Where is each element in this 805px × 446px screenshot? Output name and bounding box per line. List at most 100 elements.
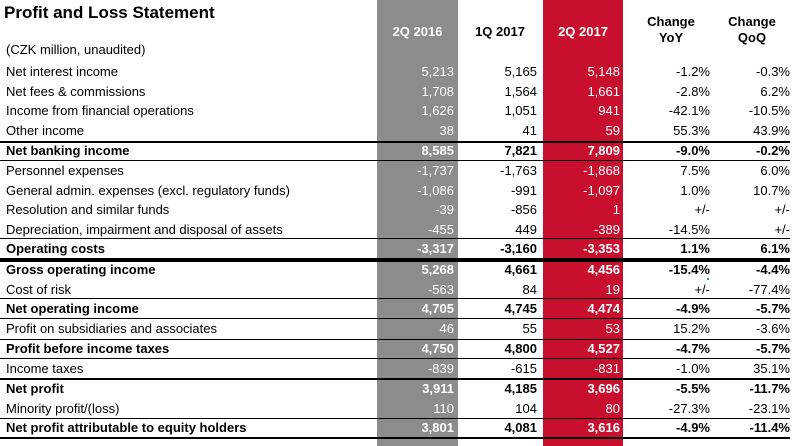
table-row: Other income 38 41 59 55.3% 43.9% (0, 121, 805, 141)
row-separator (0, 339, 790, 340)
cell-change-qoq: -77.4% (748, 281, 790, 297)
header-change-yoy-line1: Change (647, 14, 695, 29)
cell-2q2017: -831 (593, 360, 620, 376)
cell-1q2017: 1,051 (504, 103, 537, 118)
units-subtitle: (CZK million, unaudited) (6, 42, 146, 57)
cell-1q2017: 4,081 (504, 420, 537, 435)
row-label: Net banking income (6, 143, 130, 158)
row-label: Profit on subsidiaries and associates (6, 321, 218, 336)
cell-2q2016: -839 (427, 360, 454, 376)
row-separator (0, 358, 790, 359)
column-2q2016-background (377, 0, 458, 446)
cell-2q2017: 59 (605, 122, 620, 138)
cell-2q2017: -3,353 (583, 241, 620, 256)
cell-change-yoy: -1.2% (676, 64, 710, 79)
cell-2q2016: 110 (433, 400, 454, 416)
table-row: Minority profit/(loss) 110 104 80 -27.3% -23.… (0, 399, 805, 419)
row-label: Personnel expenses (6, 163, 124, 178)
column-2q2017-background (543, 0, 623, 446)
row-label: Net fees & commissions (6, 83, 146, 99)
table-row: Cost of risk -563 84 19 +/- -77.4% (0, 280, 805, 300)
header-change-yoy: Change YoY (630, 14, 712, 46)
table-row: Net fees & commissions 1,708 1,564 1,661 -2.… (0, 82, 805, 102)
table-row: General admin. expenses (excl. regulator… (0, 181, 805, 201)
table-row: Resolution and similar funds -39 -856 1 +/- +… (0, 200, 805, 220)
cell-2q2017: 941 (598, 103, 620, 118)
cell-2q2017: 4,474 (587, 301, 620, 316)
cell-2q2016: -455 (427, 221, 454, 237)
cell-2q2016: 4,705 (421, 301, 454, 316)
cell-2q2017: 4,456 (587, 262, 620, 277)
cell-change-qoq: -5.7% (756, 341, 790, 356)
cell-2q2016: -1,086 (417, 182, 454, 198)
cell-2q2016: 3,801 (421, 420, 454, 435)
table-row: Personnel expenses -1,737 -1,763 -1,868 7.5%… (0, 161, 805, 181)
cell-2q2016: -1,737 (417, 163, 454, 178)
row-separator (0, 258, 790, 260)
cell-1q2017: 449 (515, 221, 537, 237)
cell-change-yoy: -42.1% (668, 103, 710, 118)
cell-1q2017: 104 (515, 400, 537, 416)
cell-change-qoq: -11.4% (749, 420, 790, 435)
row-label: Net profit (6, 380, 64, 396)
row-separator (0, 437, 790, 439)
row-label: Cost of risk (6, 281, 72, 297)
cell-2q2017: 80 (605, 400, 620, 416)
row-label: Income from financial operations (6, 103, 194, 118)
cell-change-yoy: -27.3% (668, 400, 710, 416)
cell-1q2017: -856 (510, 202, 537, 217)
cell-2q2017: 7,809 (587, 143, 620, 158)
cell-change-qoq: -5.7% (756, 301, 790, 316)
cell-2q2017: 4,527 (587, 341, 620, 356)
cell-2q2017: 1 (612, 202, 620, 217)
cell-change-qoq: -0.3% (756, 64, 790, 79)
cell-2q2016: 8,585 (421, 143, 454, 158)
table-row: Income from financial operations 1,626 1,0… (0, 101, 805, 121)
row-separator (0, 318, 790, 319)
header-change-qoq-line1: Change (728, 14, 776, 29)
cell-2q2017: -389 (593, 221, 620, 237)
cell-change-yoy: -9.0% (676, 143, 710, 158)
row-label: Income taxes (6, 360, 84, 376)
cell-2q2016: 3,911 (422, 380, 454, 396)
cell-1q2017: -991 (510, 182, 537, 198)
cell-1q2017: 4,661 (504, 262, 537, 277)
cell-change-yoy: 55.3% (673, 122, 710, 138)
table-row: Profit on subsidiaries and associates 46 5… (0, 319, 805, 339)
cell-change-yoy: -2.8% (676, 83, 710, 99)
cell-1q2017: 5,165 (504, 64, 537, 79)
cell-2q2016: 5,213 (421, 64, 454, 79)
cell-change-yoy: 1.0% (680, 182, 710, 198)
cell-2q2016: -3,317 (417, 241, 454, 256)
cell-2q2017: 5,148 (587, 64, 620, 79)
table-row: Depreciation, impairment and disposal of… (0, 220, 805, 240)
row-label: Net interest income (6, 64, 118, 79)
row-label: General admin. expenses (excl. regulator… (6, 182, 290, 198)
cell-change-yoy: -4.7% (676, 341, 710, 356)
cell-change-yoy: 15.2% (673, 321, 710, 336)
cell-2q2017: 3,696 (587, 380, 620, 396)
cell-change-qoq: -11.7% (749, 380, 790, 396)
table-row: Profit before income taxes 4,750 4,800 4,52… (0, 339, 805, 359)
cell-2q2016: 1,708 (421, 83, 454, 99)
row-label: Net operating income (6, 301, 139, 316)
cell-1q2017: 4,800 (504, 341, 537, 356)
cell-2q2016: 1,626 (421, 103, 454, 118)
row-label: Depreciation, impairment and disposal of… (6, 221, 283, 237)
header-change-qoq: Change QoQ (712, 14, 792, 46)
cell-change-qoq: -0.2% (756, 143, 790, 158)
row-separator (0, 260, 790, 262)
cell-change-qoq: +/- (774, 221, 790, 237)
cell-change-qoq: 6.0% (760, 163, 790, 178)
row-label: Net profit attributable to equity holder… (6, 420, 247, 435)
cell-change-qoq: -10.5% (748, 103, 790, 118)
cell-2q2017: 53 (605, 321, 620, 336)
cell-1q2017: -615 (510, 360, 537, 376)
cell-1q2017: 4,185 (504, 380, 537, 396)
cell-2q2016: 46 (439, 321, 454, 336)
row-separator (0, 141, 790, 143)
cell-change-qoq: 35.1% (753, 360, 790, 376)
table-row: Net interest income 5,213 5,165 5,148 -1.2% -… (0, 62, 805, 82)
row-label: Gross operating income (6, 262, 156, 277)
cell-1q2017: -1,763 (500, 163, 537, 178)
